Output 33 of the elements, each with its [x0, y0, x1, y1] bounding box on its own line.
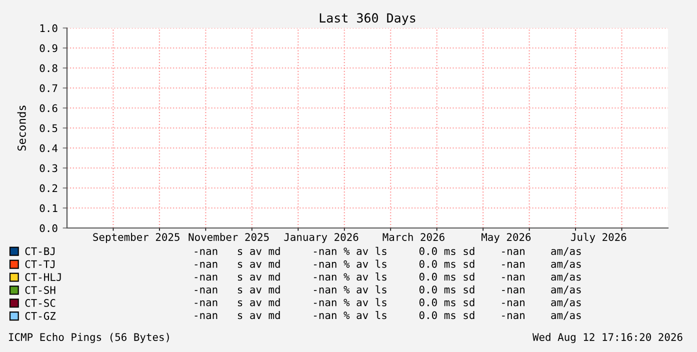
x-tick-label: March 2026	[382, 232, 444, 241]
legend-label: CT-BJ	[25, 247, 55, 256]
legend-label: CT-GZ	[25, 312, 56, 320]
y-tick-label: 0.8	[40, 64, 58, 72]
y-tick-label: 0.1	[40, 204, 58, 212]
text: -nan s av md -nan % av ls 0.0 ms sd -nan am/as	[194, 310, 581, 320]
y-tick-label: 1.0	[40, 24, 58, 32]
x-tick-label: May 2026	[482, 233, 531, 243]
chart-title: Last 360 Days	[320, 13, 416, 26]
text: -nan s av md -nan % av ls 0.0 ms sd -nan am/as	[194, 285, 581, 294]
text: -nan s av md -nan % av ls 0.0 ms sd -nan am/as	[194, 272, 581, 282]
text: -nan s av md -nan % av ls 0.0 ms sd -nan am/as	[194, 298, 581, 308]
y-tick-label: 0.2	[40, 184, 58, 192]
y-tick-label: 0.4	[40, 144, 58, 152]
y-axis-title: Seconds	[17, 106, 26, 151]
y-tick-label: 0.9	[40, 44, 58, 52]
x-tick-label: July 2026	[570, 232, 626, 243]
legend-label: CT-SH	[25, 286, 56, 294]
y-tick-label: 0.7	[40, 84, 58, 92]
text: -nan s av md -nan % av ls 0.0 ms sd -nan am/as	[194, 246, 581, 256]
text: -nan s av md -nan % av ls 0.0 ms sd -nan am/as	[194, 260, 581, 269]
text: ICMP Echo Pings (56 Bytes)	[9, 332, 169, 344]
x-tick-label: September 2025	[93, 232, 180, 243]
y-tick-label: 0.5	[40, 124, 58, 132]
x-tick-label: November 2025	[188, 232, 269, 241]
text: Wed Aug 12 17:16:20 2026	[532, 332, 682, 344]
legend-label: CT-HLJ	[25, 273, 61, 282]
legend-label: CT-TJ	[25, 260, 55, 268]
y-tick-label: 0.6	[40, 104, 58, 112]
x-tick-label: January 2026	[284, 233, 358, 243]
y-tick-label: 0.3	[40, 164, 58, 172]
legend-label: CT-SC	[25, 299, 56, 307]
y-tick-label: 0.0	[40, 224, 58, 232]
